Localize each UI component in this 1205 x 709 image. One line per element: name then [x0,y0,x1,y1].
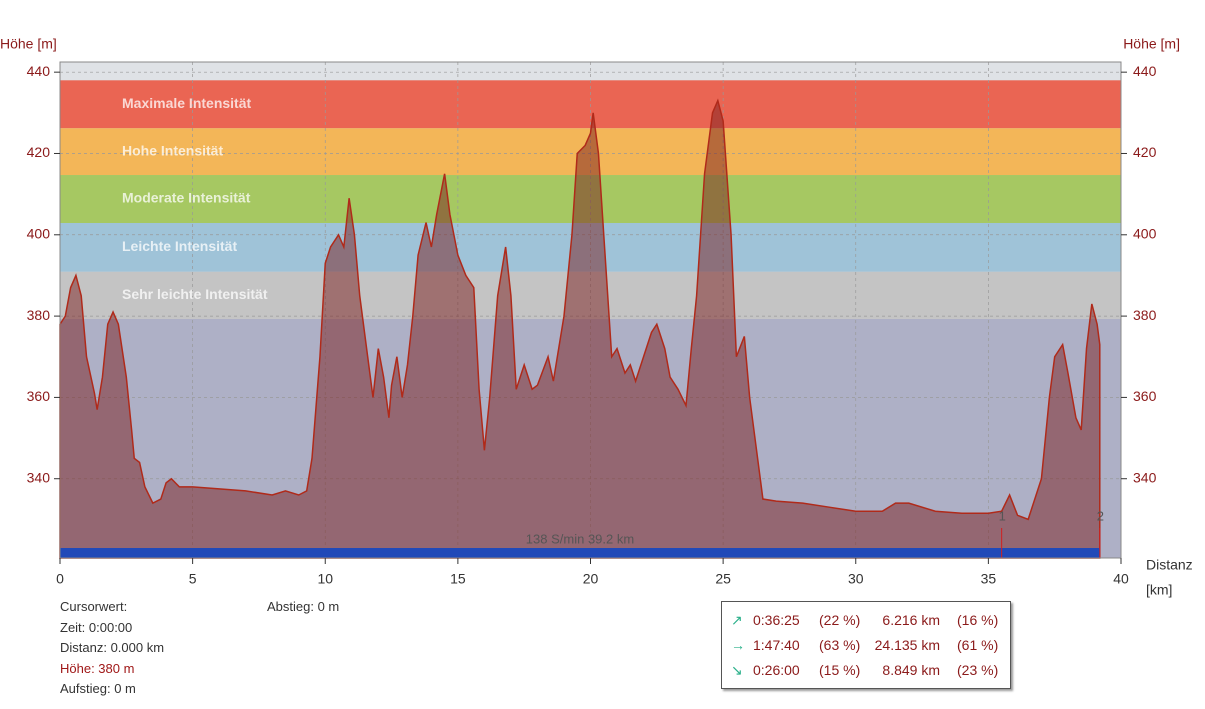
x-tick-label: 20 [583,571,599,587]
stats-time: 0:36:25 [753,612,800,628]
y-tick-label: 380 [27,307,51,323]
y-tick-label: 420 [27,144,51,160]
stats-time-pct: (22 %) [819,612,861,628]
stats-dist: 8.849 km [882,662,940,678]
stats-time: 0:26:00 [753,662,800,678]
y-tick-label: 340 [27,469,51,485]
x-tick-label: 30 [848,571,864,587]
stats-box: ↗ 0:36:25 (22 %) 6.216 km (16 %) → 1:47:40 (63 … [721,601,1011,689]
zone-label: Leichte Intensität [122,238,237,254]
x-axis-label: Distanz [1146,557,1193,573]
cursor-distance: Distanz: 0.000 km [60,640,165,655]
zone-label: Hohe Intensität [122,142,223,158]
y-tick-label: 400 [27,225,51,241]
y-tick-label-right: 340 [1133,469,1157,485]
cursor-height: Höhe: 380 m [60,661,135,676]
marker-label: 1 [999,508,1006,523]
x-tick-label: 25 [715,571,731,587]
y-tick-label: 360 [27,388,51,404]
stats-time-pct: (63 %) [819,637,861,653]
cursor-ascent: Aufstieg: 0 m [60,681,136,696]
x-tick-label: 10 [317,571,333,587]
x-tick-label: 40 [1113,571,1129,587]
cursor-title: Cursorwert: [60,599,128,614]
x-tick-label: 5 [189,571,197,587]
x-tick-label: 35 [981,571,997,587]
y-tick-label-right: 400 [1133,225,1157,241]
zone-label: Sehr leichte Intensität [122,286,268,302]
stats-row: ↗ 0:36:25 (22 %) 6.216 km (16 %) [722,612,1010,632]
y-tick-label-right: 360 [1133,388,1157,404]
y-tick-label: 440 [27,63,51,79]
stats-arrow: → [731,637,745,653]
chart: Höhe [m] Höhe [m] Distanz [km] Maximale … [0,36,1193,598]
marker-label: 2 [1097,508,1104,523]
zone-label: Moderate Intensität [122,190,251,206]
x-tick-label: 15 [450,571,466,587]
stats-dist: 24.135 km [874,637,940,653]
y-axis-label: Höhe [m] [0,36,57,52]
stats-dist-pct: (23 %) [957,662,999,678]
stats-row: → 1:47:40 (63 %) 24.135 km (61 %) [722,637,1010,657]
y-tick-label-right: 420 [1133,144,1157,160]
stats-row: ↘ 0:26:00 (15 %) 8.849 km (23 %) [722,662,1010,682]
stats-time-pct: (15 %) [819,662,861,678]
stats-dist-pct: (16 %) [957,612,999,628]
track-bar [60,548,1100,558]
stats-dist-pct: (61 %) [957,637,999,653]
track-annotation: 138 S/min 39.2 km [526,531,634,546]
zone-label: Maximale Intensität [122,95,251,111]
stats-time: 1:47:40 [753,637,800,653]
y-tick-label-right: 440 [1133,63,1157,79]
stats-arrow: ↘ [731,662,743,678]
y-axis-label-right: Höhe [m] [1123,36,1180,52]
x-tick-label: 0 [56,571,64,587]
y-tick-label-right: 380 [1133,307,1157,323]
stats-dist: 6.216 km [882,612,940,628]
stats-arrow: ↗ [731,612,743,628]
cursor-time: Zeit: 0:00:00 [60,620,133,635]
cursor-descent: Abstieg: 0 m [267,599,340,614]
x-axis-unit: [km] [1146,582,1172,598]
elevation-area [59,98,1101,559]
